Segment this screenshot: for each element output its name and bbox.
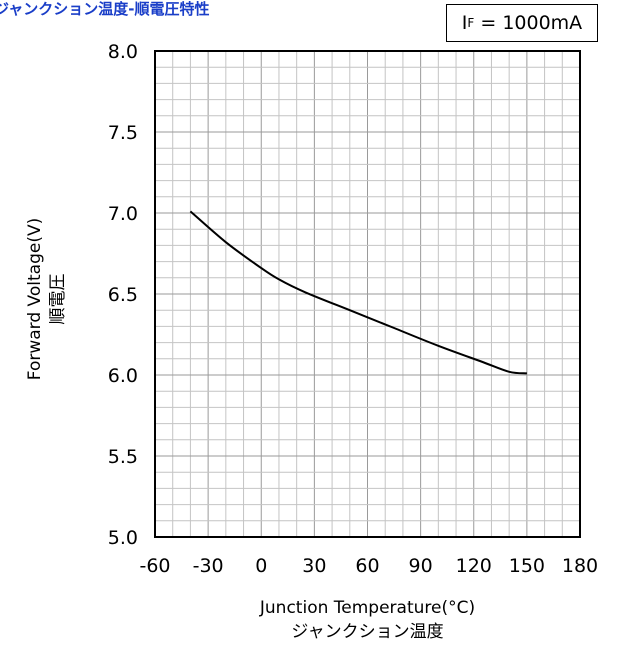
x-axis-subtitle: ジャンクション温度 [291, 622, 443, 642]
x-tick-label: 90 [409, 555, 433, 577]
x-tick-label: 60 [355, 555, 379, 577]
x-tick-label: -60 [139, 555, 170, 577]
y-tick-label: 7.0 [108, 203, 138, 225]
condition-value: = 1000mA [480, 12, 583, 34]
grid [155, 51, 580, 537]
y-axis-subtitle: 順電圧 [48, 274, 68, 325]
y-tick-label: 6.5 [108, 284, 138, 306]
x-axis-title: Junction Temperature(°C) [259, 598, 475, 618]
y-tick-label: 8.0 [108, 41, 138, 63]
x-axis: -60 -30 0 30 60 90 120 150 180 [139, 555, 598, 577]
y-tick-label: 7.5 [108, 122, 138, 144]
series-line [189, 210, 527, 375]
condition-symbol: I [461, 12, 468, 34]
y-axis-title: Forward Voltage(V) [25, 218, 45, 380]
x-tick-label: 180 [562, 555, 598, 577]
y-tick-label: 5.0 [108, 527, 138, 549]
x-tick-label: 150 [509, 555, 545, 577]
x-tick-label: 0 [255, 555, 267, 577]
chart-title: ジャンクション温度-順電圧特性 [0, 0, 210, 18]
plot-frame [154, 50, 581, 538]
condition-subscript: F [467, 16, 475, 30]
y-tick-label: 5.5 [108, 446, 138, 468]
x-tick-label: -30 [193, 555, 224, 577]
x-tick-label: 120 [456, 555, 492, 577]
y-tick-label: 6.0 [108, 365, 138, 387]
x-tick-label: 30 [302, 555, 326, 577]
y-axis: 5.0 5.5 6.0 6.5 7.0 7.5 8.0 [108, 41, 138, 549]
